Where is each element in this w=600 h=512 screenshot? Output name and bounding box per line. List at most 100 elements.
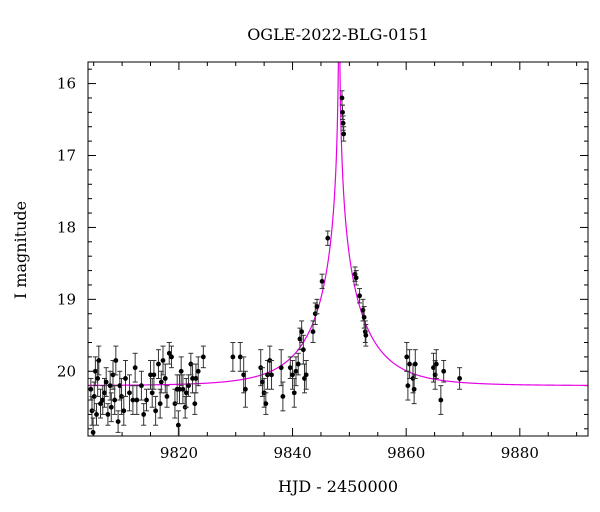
point-marker [102, 390, 107, 396]
point-marker [88, 386, 94, 392]
point-marker [158, 379, 164, 385]
point-marker [162, 376, 168, 381]
point-marker [340, 109, 345, 115]
data-point [242, 370, 248, 408]
point-marker [360, 307, 366, 313]
point-marker [405, 383, 411, 389]
data-point [90, 417, 96, 436]
point-marker [127, 390, 132, 396]
data-point [404, 342, 410, 372]
point-marker [293, 368, 299, 374]
data-point [357, 288, 363, 304]
point-marker [263, 401, 269, 407]
point-marker [193, 376, 199, 381]
data-points [88, 90, 463, 436]
data-point [123, 359, 128, 397]
data-point [325, 230, 331, 246]
point-marker [110, 372, 116, 378]
data-point [301, 363, 307, 394]
plot-area [87, 61, 589, 437]
point-marker [108, 404, 114, 410]
data-point [157, 388, 163, 419]
data-point [91, 381, 97, 412]
point-marker [160, 358, 166, 363]
data-point [141, 403, 147, 426]
y-tick-label: 17 [57, 147, 76, 165]
point-marker [117, 383, 123, 389]
point-marker [121, 408, 127, 414]
data-point [160, 345, 166, 376]
point-marker [357, 293, 362, 299]
point-marker [200, 354, 206, 360]
data-point [193, 363, 199, 394]
data-point [412, 349, 418, 379]
point-marker [431, 365, 436, 371]
data-point [192, 392, 198, 415]
data-point [112, 385, 118, 415]
model-curve [88, 62, 588, 386]
y-tick-label: 18 [57, 218, 76, 236]
point-marker [195, 368, 201, 374]
data-point [295, 352, 301, 376]
data-point [278, 349, 284, 387]
x-tick-label: 9840 [273, 444, 311, 462]
data-point [151, 359, 157, 390]
point-marker [339, 95, 345, 101]
point-marker [314, 304, 320, 309]
point-marker [287, 365, 293, 371]
data-point [113, 345, 119, 376]
point-marker [310, 329, 316, 335]
x-tick-label: 9860 [387, 444, 425, 462]
point-marker [290, 372, 295, 378]
point-marker [269, 372, 274, 378]
point-marker [153, 408, 159, 414]
point-marker [291, 390, 297, 396]
point-marker [164, 394, 170, 399]
data-point [269, 359, 275, 390]
data-point [290, 359, 296, 390]
data-point [108, 392, 114, 423]
point-marker [340, 120, 346, 126]
x-tick-label: 9820 [160, 444, 198, 462]
point-marker [241, 372, 247, 378]
point-marker [411, 386, 417, 392]
point-marker [302, 376, 307, 381]
point-marker [149, 390, 155, 396]
point-marker [190, 376, 195, 381]
point-marker [432, 372, 438, 378]
point-marker [363, 332, 369, 338]
data-point [363, 324, 369, 347]
point-marker [134, 397, 140, 403]
point-marker [404, 354, 410, 360]
point-marker [407, 361, 412, 367]
y-axis-label: I magnitude [11, 201, 30, 299]
point-marker [438, 397, 444, 403]
point-marker [457, 376, 462, 381]
data-point [107, 370, 113, 401]
point-marker [123, 376, 128, 381]
data-point [441, 359, 447, 383]
axis-ticks [88, 62, 588, 436]
point-marker [278, 365, 284, 371]
point-marker [303, 372, 309, 378]
point-marker [433, 361, 439, 367]
data-point [180, 374, 186, 405]
point-marker [156, 361, 161, 367]
data-point [126, 374, 132, 412]
data-point [303, 359, 309, 390]
point-marker [112, 397, 118, 403]
point-marker [178, 368, 184, 374]
chart-title: OGLE-2022-BLG-0151 [247, 25, 429, 44]
point-marker [113, 358, 119, 363]
point-marker [148, 372, 153, 378]
point-marker [295, 361, 301, 367]
data-point [103, 367, 109, 397]
y-tick-label: 16 [57, 75, 76, 93]
point-marker [362, 329, 368, 335]
data-point [438, 385, 444, 415]
data-point [407, 349, 413, 379]
data-point [353, 270, 359, 286]
point-marker [139, 383, 144, 389]
point-marker [412, 361, 418, 367]
data-point [319, 273, 325, 290]
